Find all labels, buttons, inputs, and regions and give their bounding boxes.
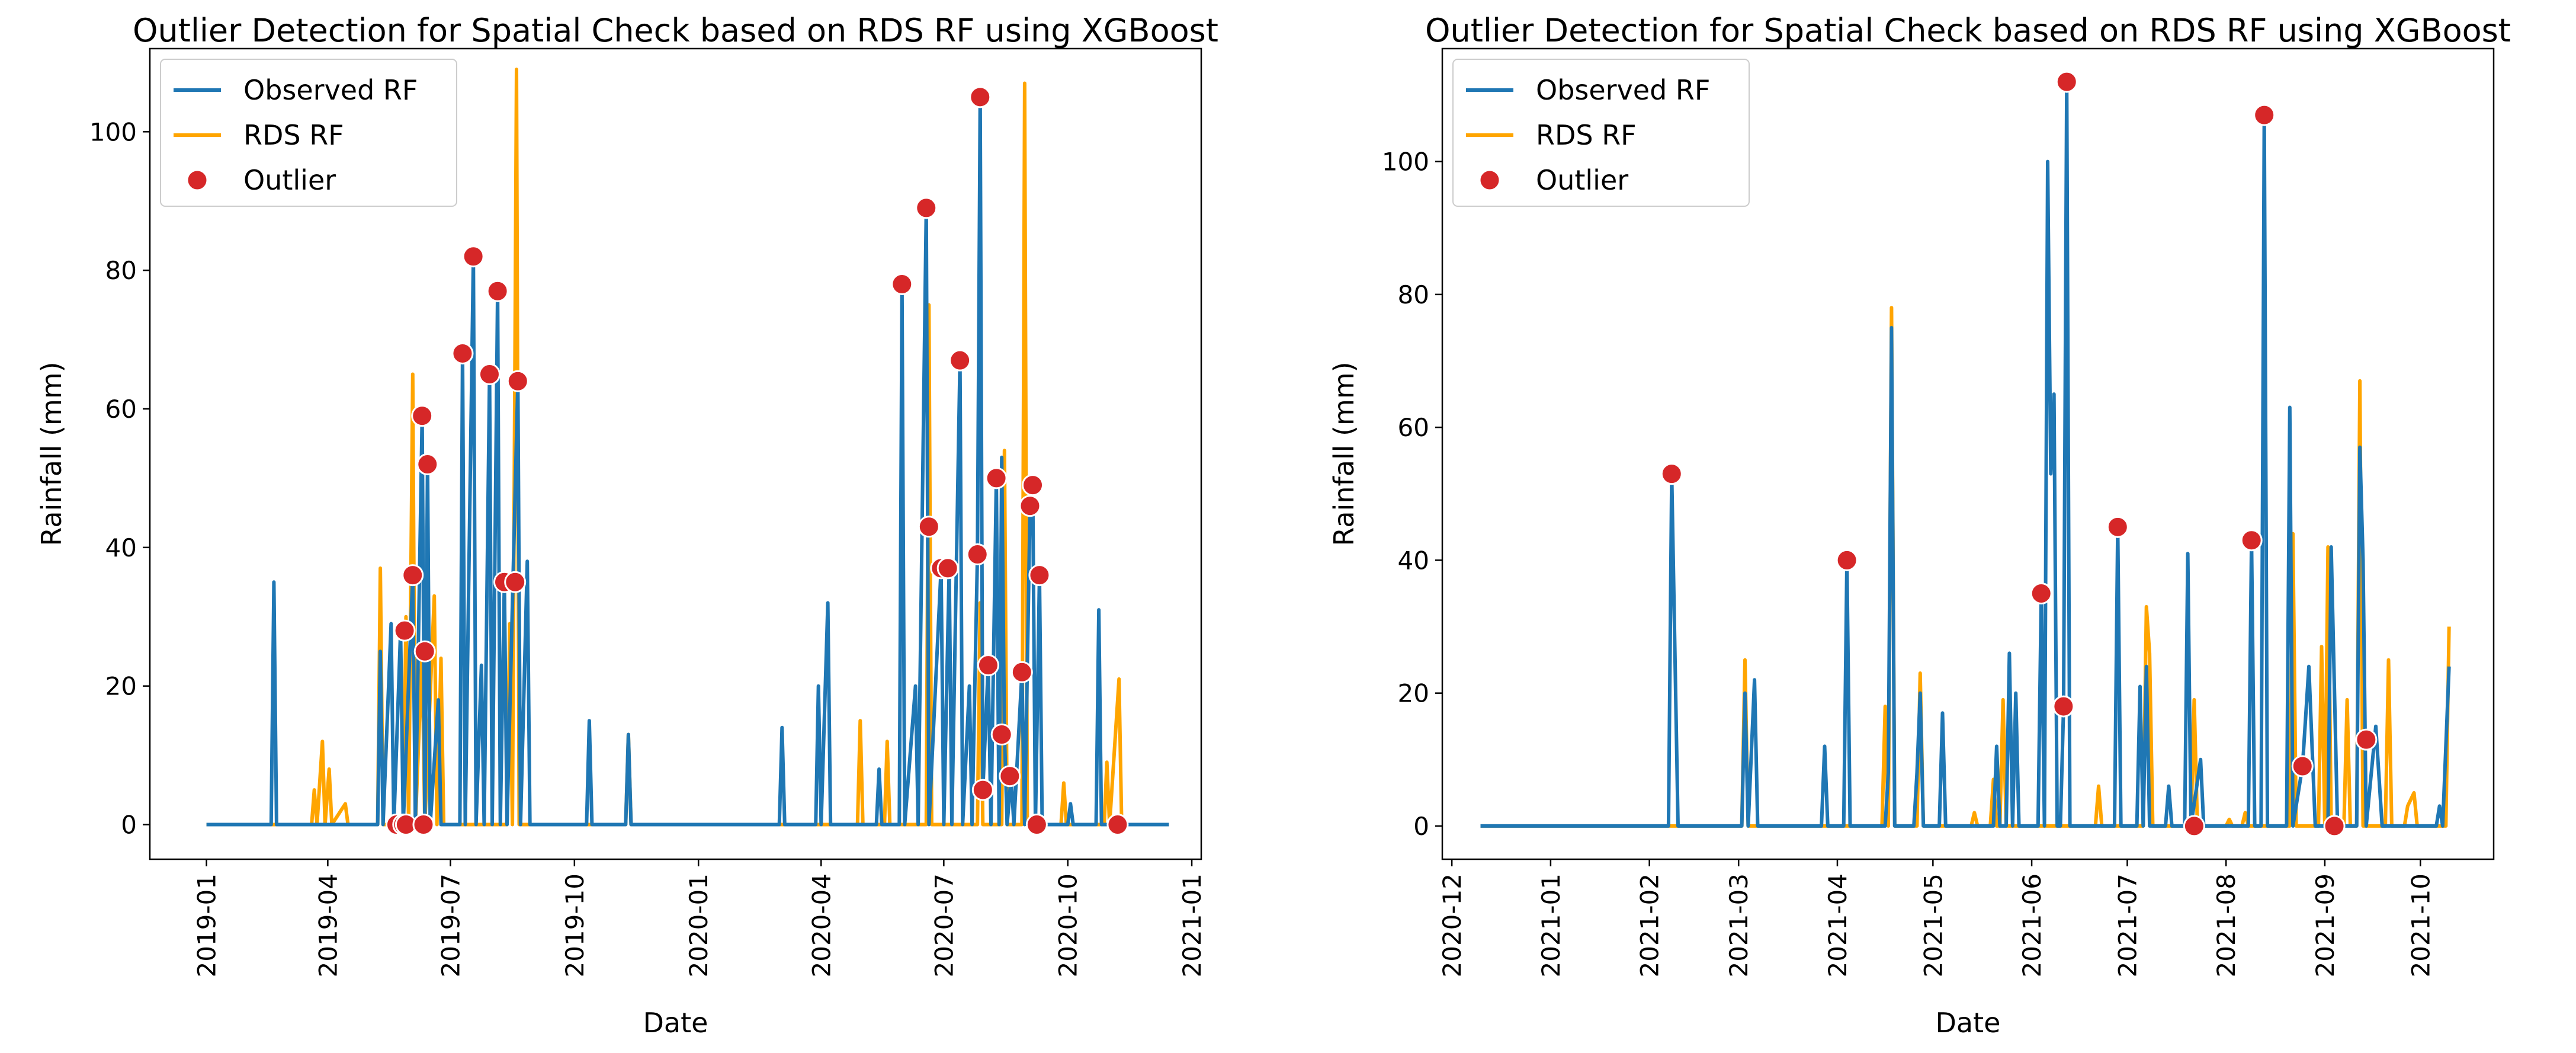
x-tick-label: 2021-09 (2311, 873, 2340, 978)
outlier-point (504, 571, 527, 593)
x-tick-label: 2021-08 (2212, 873, 2241, 978)
y-tick-label: 80 (1398, 280, 1429, 309)
plot-frame (149, 47, 1202, 860)
outlier-point (2291, 755, 2314, 777)
legend: Observed RF RDS RF Outlier (1452, 59, 1750, 207)
x-tick-label: 2019-07 (436, 873, 465, 978)
outlier-point (1836, 549, 1858, 571)
legend: Observed RF RDS RF Outlier (160, 59, 457, 207)
legend-entry-outlier-swatch (1478, 169, 1501, 191)
chart-panel-1: Outlier Detection for Spatial Check base… (36, 12, 1218, 1039)
outlier-point (402, 564, 424, 587)
outlier-point (1660, 463, 1683, 485)
outlier-point (462, 245, 485, 268)
y-tick-label: 100 (1382, 148, 1429, 177)
outlier-point (2052, 695, 2075, 718)
outlier-point (413, 640, 436, 662)
x-tick-label: 2020-07 (929, 873, 958, 978)
chart-panel-2: Outlier Detection for Spatial Check base… (1328, 12, 2511, 1039)
outlier-point (506, 370, 529, 392)
y-tick-label: 0 (121, 811, 137, 840)
legend-box (1452, 59, 1750, 207)
legend-entry-rds-rf: RDS RF (1536, 119, 1637, 151)
outlier-point (2253, 104, 2276, 126)
outlier-point (891, 273, 913, 296)
outlier-point (1022, 474, 1044, 497)
outlier-point (486, 280, 509, 302)
outlier-point (2323, 815, 2346, 837)
y-tick-label: 40 (105, 533, 137, 562)
x-tick-label: 2019-04 (313, 873, 342, 978)
y-tick-label: 60 (105, 395, 137, 424)
outlier-point (971, 779, 994, 801)
x-tick-label: 2021-05 (1919, 873, 1948, 978)
outlier-point (1028, 564, 1051, 587)
y-axis-label: Rainfall (mm) (36, 361, 68, 546)
legend-entry-observed-rf: Observed RF (1536, 74, 1710, 106)
x-tick-label: 2021-04 (1823, 873, 1852, 978)
legend-entry-rds-rf: RDS RF (243, 119, 344, 151)
x-tick-label: 2021-01 (1178, 873, 1207, 978)
x-axis-label: Date (643, 1007, 708, 1039)
outlier-point (1019, 495, 1041, 517)
outlier-point (969, 86, 992, 108)
x-tick-label: 2019-10 (560, 873, 589, 978)
y-tick-label: 80 (105, 256, 137, 285)
legend-entry-outlier-swatch (186, 169, 208, 191)
legend-entry-outlier: Outlier (1536, 164, 1628, 196)
x-tick-label: 2020-12 (1438, 873, 1467, 978)
outlier-point (451, 342, 474, 364)
x-tick-label: 2020-01 (684, 873, 713, 978)
outlier-point (966, 543, 989, 566)
x-tick-label: 2019-01 (193, 873, 222, 978)
outlier-point (2240, 529, 2263, 552)
outlier-point (2055, 71, 2078, 93)
x-tick-label: 2021-10 (2406, 873, 2435, 978)
y-tick-label: 0 (1413, 812, 1429, 841)
x-tick-label: 2020-04 (807, 873, 836, 978)
y-tick-label: 100 (89, 117, 137, 146)
y-axis-label: Rainfall (mm) (1328, 361, 1360, 546)
outlier-point (416, 453, 439, 476)
outlier-point (1010, 661, 1033, 683)
x-axis-label: Date (1936, 1007, 2001, 1039)
outlier-point (2106, 516, 2129, 538)
x-tick-label: 2021-01 (1536, 873, 1566, 978)
x-tick-label: 2021-03 (1724, 873, 1753, 978)
x-tick-label: 2020-10 (1054, 873, 1083, 978)
outlier-point (478, 363, 501, 386)
outlier-point (985, 467, 1008, 489)
x-tick-label: 2021-06 (2017, 873, 2046, 978)
outlier-point (999, 765, 1021, 788)
outlier-point (1025, 814, 1048, 836)
legend-entry-observed-rf: Observed RF (243, 74, 418, 106)
outlier-point (949, 349, 971, 372)
chart-title: Outlier Detection for Spatial Check base… (133, 12, 1218, 49)
legend-entry-outlier: Outlier (243, 164, 336, 196)
y-tick-label: 20 (1398, 679, 1429, 708)
outlier-point (2030, 582, 2052, 604)
outlier-point (990, 724, 1013, 746)
outlier-point (936, 557, 959, 580)
outlier-point (918, 516, 940, 538)
chart-title: Outlier Detection for Spatial Check base… (1425, 12, 2511, 49)
x-tick-label: 2021-02 (1635, 873, 1664, 978)
outlier-point (915, 197, 938, 219)
outlier-point (1106, 814, 1129, 836)
outlier-point (393, 619, 416, 642)
x-tick-label: 2021-07 (2113, 873, 2142, 978)
outlier-point (977, 654, 999, 677)
series-line-observed-rf (1480, 80, 2451, 828)
y-tick-label: 60 (1398, 413, 1429, 442)
plot-frame (1441, 47, 2495, 860)
outlier-point (2183, 815, 2205, 837)
outlier-point (412, 814, 435, 836)
legend-box (160, 59, 457, 207)
outlier-point (2355, 728, 2378, 751)
outlier-point (411, 405, 434, 427)
y-tick-label: 40 (1398, 546, 1429, 575)
y-tick-label: 20 (105, 672, 137, 701)
